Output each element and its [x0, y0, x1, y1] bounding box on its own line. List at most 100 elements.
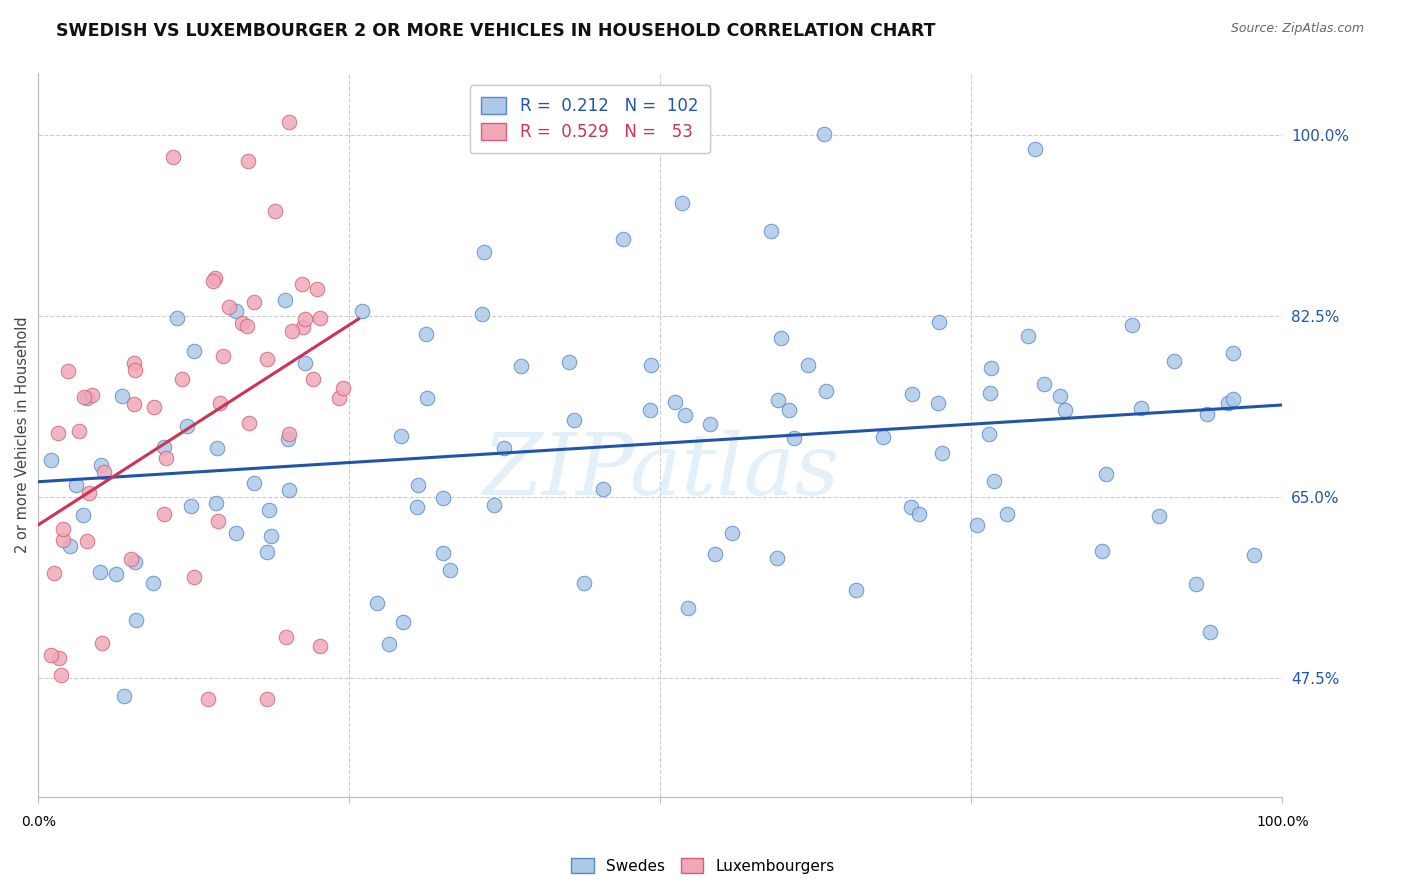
Point — [572, 575, 595, 590]
Point — [125, 613, 148, 627]
Point — [153, 440, 176, 454]
Point — [104, 566, 127, 581]
Point — [44, 566, 66, 580]
Point — [153, 507, 176, 521]
Point — [1163, 354, 1185, 368]
Point — [328, 391, 350, 405]
Point — [979, 386, 1001, 401]
Point — [391, 428, 413, 442]
Point — [197, 691, 219, 706]
Legend: R =  0.212   N =  102, R =  0.529   N =   53: R = 0.212 N = 102, R = 0.529 N = 53 — [470, 85, 710, 153]
Point — [966, 518, 988, 533]
Point — [256, 691, 278, 706]
Point — [264, 204, 287, 219]
Point — [1197, 407, 1219, 421]
Point — [281, 325, 304, 339]
Point — [277, 114, 299, 128]
Point — [65, 478, 87, 492]
Point — [391, 615, 413, 629]
Point — [1222, 345, 1244, 359]
Point — [482, 499, 505, 513]
Point — [238, 416, 260, 430]
Point — [797, 358, 820, 372]
Point — [673, 408, 696, 422]
Point — [67, 424, 90, 438]
Point — [294, 356, 316, 370]
Point — [907, 507, 929, 521]
Point — [166, 311, 188, 326]
Point — [90, 458, 112, 473]
Point — [73, 390, 96, 404]
Point — [309, 310, 332, 325]
Point — [1024, 142, 1046, 156]
Point — [80, 388, 103, 402]
Point — [759, 223, 782, 237]
Point — [183, 570, 205, 584]
Point — [236, 153, 259, 168]
Point — [928, 315, 950, 329]
Point — [766, 550, 789, 565]
Point — [1216, 396, 1239, 410]
Point — [162, 151, 184, 165]
Point — [1198, 625, 1220, 640]
Point — [72, 508, 94, 523]
Point — [76, 534, 98, 549]
Point — [1032, 376, 1054, 391]
Point — [41, 453, 63, 467]
Point — [664, 394, 686, 409]
Point — [1049, 389, 1071, 403]
Point — [814, 384, 837, 398]
Point — [703, 547, 725, 561]
Point — [79, 485, 101, 500]
Point — [900, 500, 922, 514]
Point — [49, 668, 72, 682]
Point — [274, 630, 297, 644]
Point — [256, 351, 278, 366]
Point — [294, 312, 316, 326]
Point — [46, 425, 69, 440]
Point — [1121, 318, 1143, 332]
Point — [256, 544, 278, 558]
Point — [671, 195, 693, 210]
Point — [124, 555, 146, 569]
Point — [201, 274, 224, 288]
Point — [291, 277, 314, 292]
Text: Source: ZipAtlas.com: Source: ZipAtlas.com — [1230, 22, 1364, 36]
Point — [1095, 467, 1118, 481]
Point — [176, 419, 198, 434]
Point — [612, 232, 634, 246]
Point — [204, 270, 226, 285]
Point — [1091, 543, 1114, 558]
Point — [48, 651, 70, 665]
Point — [432, 546, 454, 560]
Point — [52, 522, 75, 536]
Text: 0.0%: 0.0% — [21, 815, 56, 829]
Point — [1147, 508, 1170, 523]
Point — [557, 354, 579, 368]
Point — [183, 344, 205, 359]
Point — [209, 396, 232, 410]
Point — [243, 295, 266, 310]
Point — [995, 507, 1018, 521]
Point — [699, 417, 721, 431]
Text: SWEDISH VS LUXEMBOURGER 2 OR MORE VEHICLES IN HOUSEHOLD CORRELATION CHART: SWEDISH VS LUXEMBOURGER 2 OR MORE VEHICL… — [56, 22, 936, 40]
Point — [56, 364, 79, 378]
Point — [406, 500, 429, 515]
Point — [770, 331, 793, 345]
Point — [979, 427, 1001, 442]
Point — [231, 316, 253, 330]
Point — [332, 381, 354, 395]
Point — [415, 327, 437, 342]
Point — [143, 400, 166, 414]
Point — [124, 363, 146, 377]
Point — [1017, 329, 1039, 343]
Point — [259, 503, 281, 517]
Point — [778, 403, 800, 417]
Point — [471, 307, 494, 321]
Point — [242, 475, 264, 490]
Point — [783, 431, 806, 445]
Text: 100.0%: 100.0% — [1256, 815, 1309, 829]
Point — [676, 601, 699, 615]
Point — [291, 319, 314, 334]
Point — [39, 648, 62, 663]
